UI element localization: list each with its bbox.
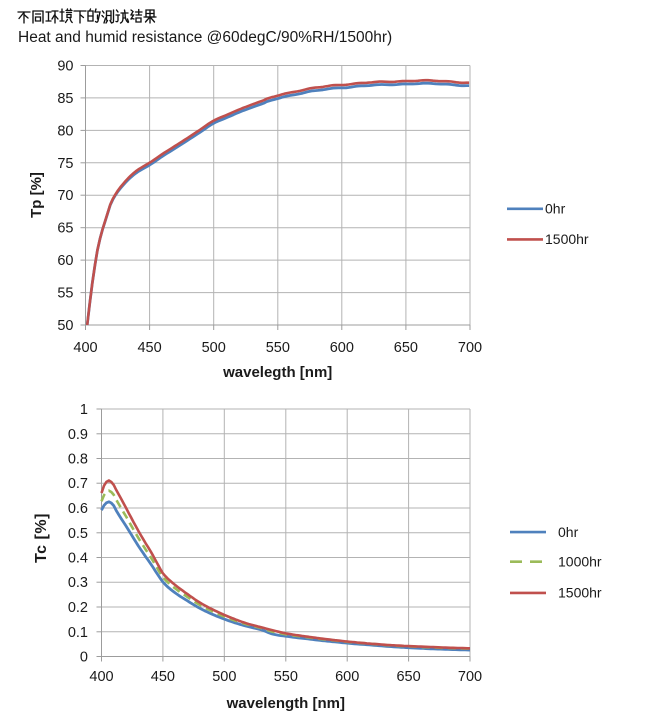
svg-text:50: 50 bbox=[57, 318, 73, 334]
svg-text:1: 1 bbox=[80, 402, 88, 418]
svg-text:550: 550 bbox=[274, 669, 298, 685]
svg-text:Tp [%]: Tp [%] bbox=[28, 172, 45, 218]
svg-text:70: 70 bbox=[57, 188, 73, 204]
svg-text:wavelegth [nm]: wavelegth [nm] bbox=[222, 364, 332, 381]
svg-text:80: 80 bbox=[57, 123, 73, 139]
svg-text:60: 60 bbox=[57, 253, 73, 269]
svg-text:55: 55 bbox=[57, 286, 73, 302]
svg-text:0hr: 0hr bbox=[558, 524, 579, 540]
svg-text:700: 700 bbox=[458, 340, 482, 356]
svg-text:0.7: 0.7 bbox=[68, 476, 88, 492]
svg-text:400: 400 bbox=[73, 340, 97, 356]
svg-text:0.6: 0.6 bbox=[68, 501, 88, 517]
svg-text:wavelength [nm]: wavelength [nm] bbox=[226, 695, 345, 712]
svg-text:1500hr: 1500hr bbox=[558, 585, 602, 601]
svg-text:0.9: 0.9 bbox=[68, 427, 88, 443]
svg-text:75: 75 bbox=[57, 156, 73, 172]
svg-text:450: 450 bbox=[151, 669, 175, 685]
svg-text:600: 600 bbox=[330, 340, 354, 356]
svg-text:Tc [%]: Tc [%] bbox=[33, 513, 50, 563]
svg-text:1500hr: 1500hr bbox=[545, 231, 589, 247]
svg-text:0.4: 0.4 bbox=[68, 551, 88, 567]
svg-text:65: 65 bbox=[57, 221, 73, 237]
svg-text:0hr: 0hr bbox=[545, 201, 566, 217]
svg-text:0.1: 0.1 bbox=[68, 625, 88, 641]
svg-text:0.3: 0.3 bbox=[68, 575, 88, 591]
svg-text:650: 650 bbox=[394, 340, 418, 356]
svg-text:450: 450 bbox=[137, 340, 161, 356]
svg-text:0.5: 0.5 bbox=[68, 526, 88, 542]
svg-text:500: 500 bbox=[212, 669, 236, 685]
svg-text:650: 650 bbox=[396, 669, 420, 685]
svg-text:0: 0 bbox=[80, 650, 88, 666]
svg-text:85: 85 bbox=[57, 91, 73, 107]
svg-text:550: 550 bbox=[266, 340, 290, 356]
svg-text:1000hr: 1000hr bbox=[558, 553, 602, 569]
svg-text:0.2: 0.2 bbox=[68, 600, 88, 616]
svg-text:700: 700 bbox=[458, 669, 482, 685]
svg-text:0.8: 0.8 bbox=[68, 452, 88, 468]
svg-text:90: 90 bbox=[57, 59, 73, 75]
svg-text:600: 600 bbox=[335, 669, 359, 685]
svg-text:500: 500 bbox=[202, 340, 226, 356]
svg-text:400: 400 bbox=[89, 669, 113, 685]
